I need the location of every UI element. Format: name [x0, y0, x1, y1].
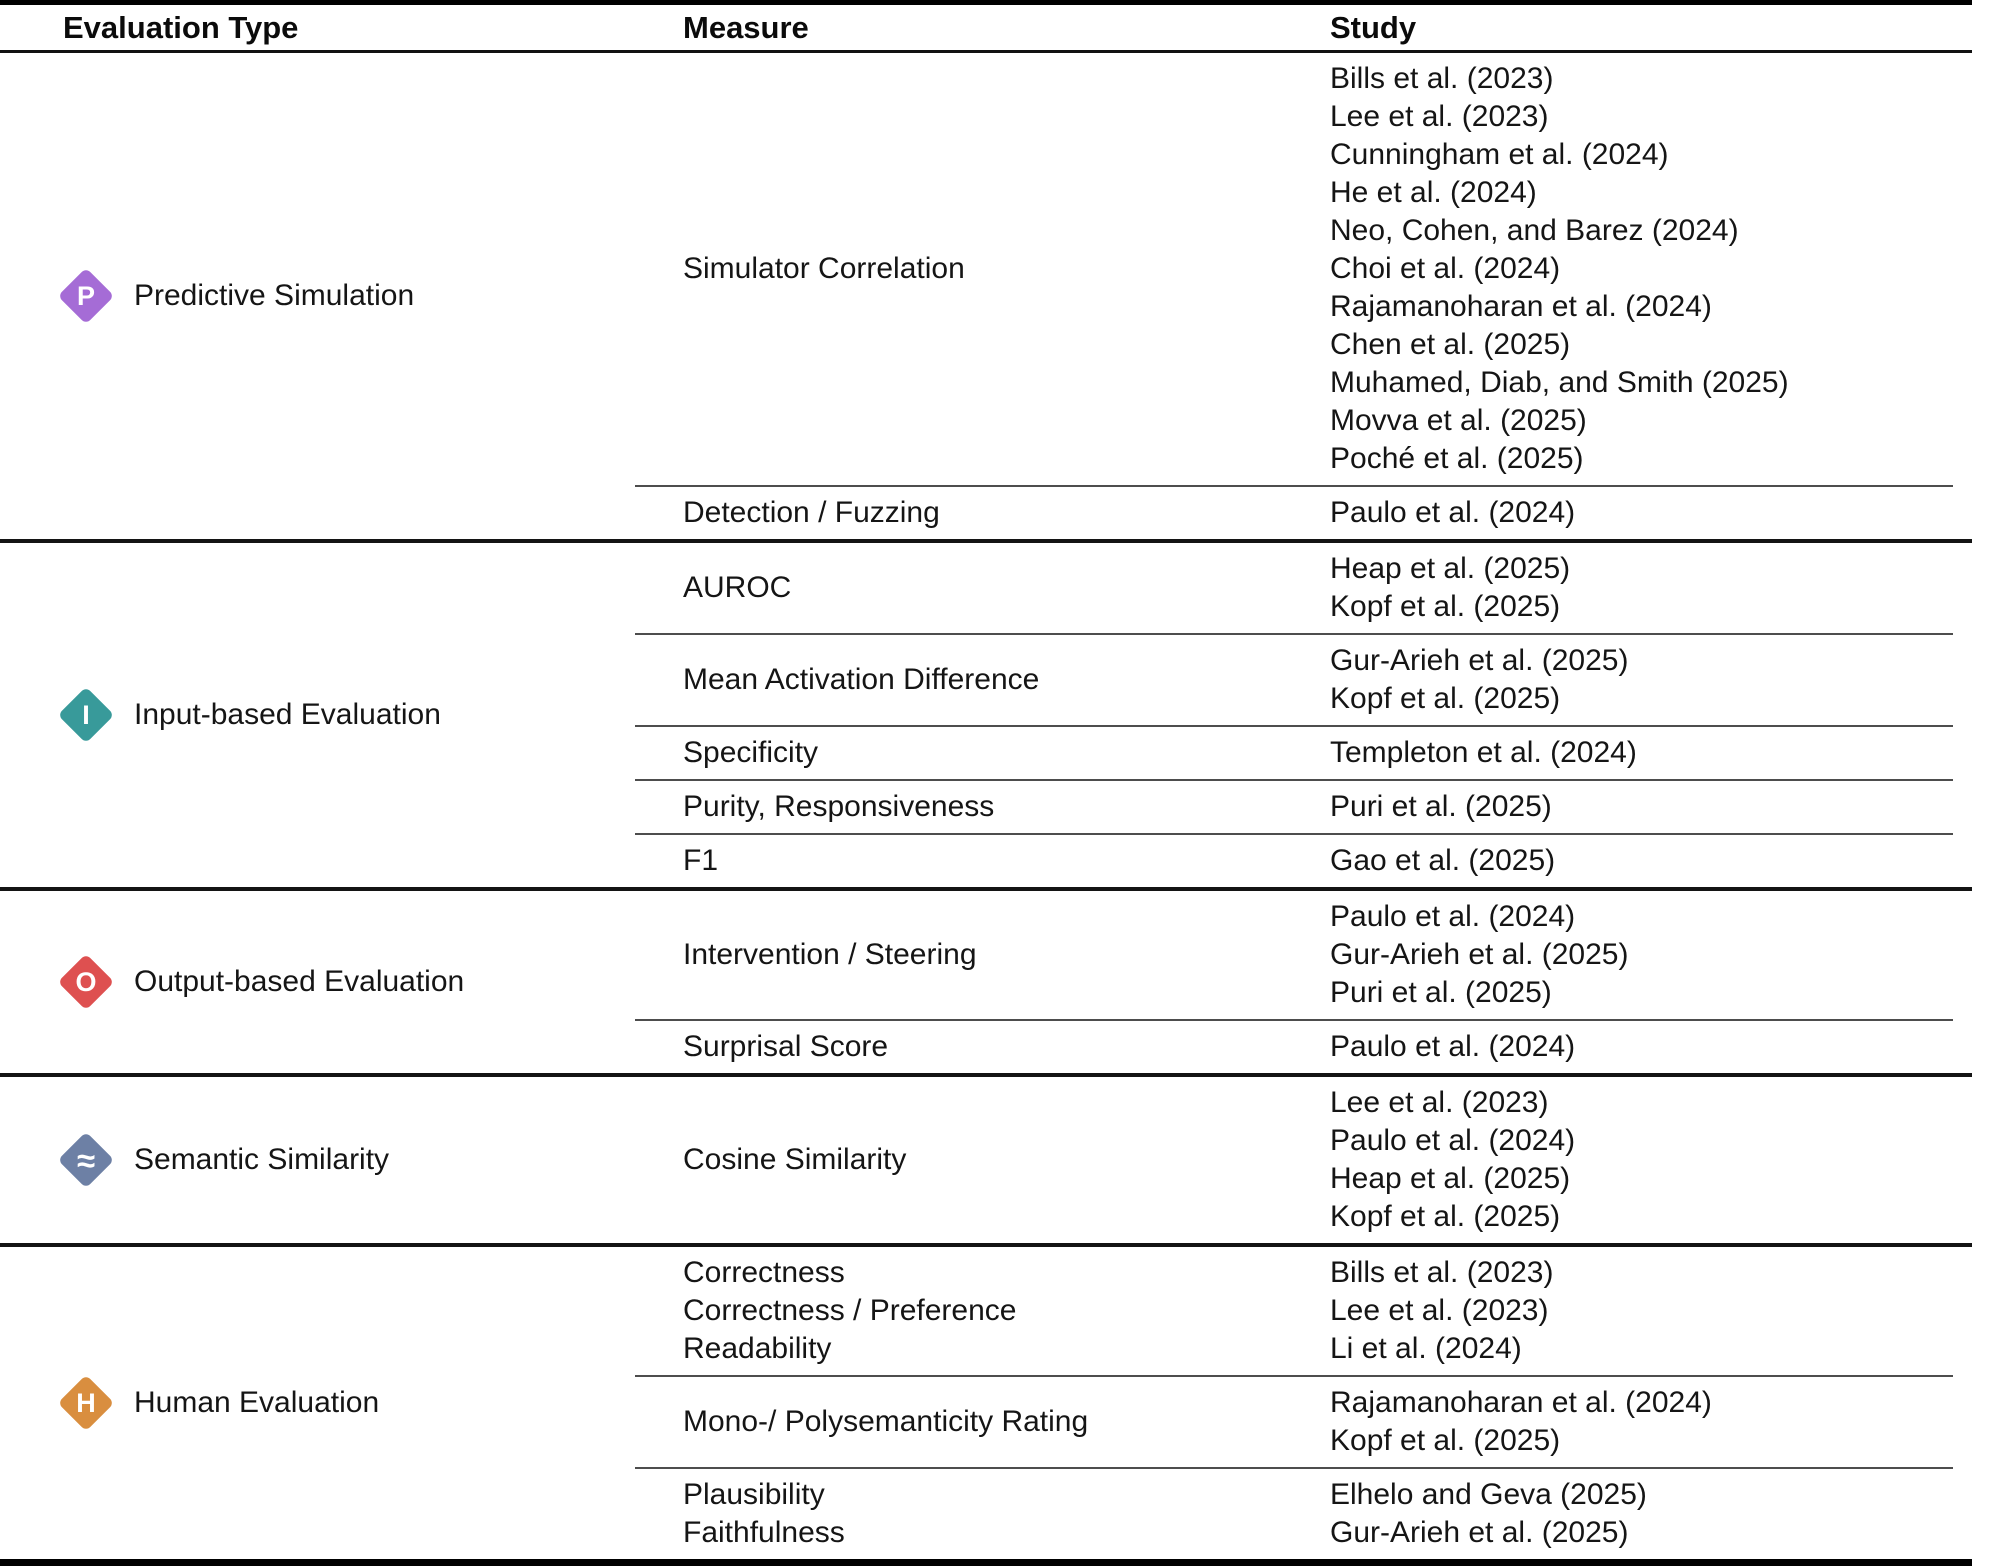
evaluation-type-cell: P Predictive Simulation [0, 53, 635, 539]
studies-cell: Paulo et al. (2024) [1330, 1030, 1576, 1063]
measure-row: Specificity Templeton et al. (2024) [635, 725, 1953, 779]
measure-row: F1 Gao et al. (2025) [635, 833, 1953, 887]
measure-cell: F1 [683, 844, 719, 877]
measure-row: Surprisal Score Paulo et al. (2024) [635, 1019, 1953, 1073]
evaluation-type-label: Human Evaluation [134, 1386, 380, 1419]
measure-rows: Simulator Correlation Bills et al. (2023… [635, 53, 1953, 539]
evaluation-type-label: Predictive Simulation [134, 279, 415, 312]
measure-row: Simulator Correlation Bills et al. (2023… [635, 53, 1953, 485]
studies-cell: Heap et al. (2025) Kopf et al. (2025) [1330, 552, 1571, 623]
evaluation-type-cell: I Input-based Evaluation [0, 543, 635, 887]
section-input-based-evaluation: I Input-based Evaluation AUROC Heap et a… [0, 539, 1972, 887]
icon-letter: H [76, 1387, 96, 1418]
studies-cell: Bills et al. (2023) Lee et al. (2023) Li… [1330, 1256, 1554, 1365]
measure-cell: Mean Activation Difference [683, 663, 1040, 696]
measure-row: Correctness Correctness / Preference Rea… [635, 1247, 1953, 1375]
measure-cell: Correctness Correctness / Preference Rea… [683, 1256, 1017, 1365]
measure-row: Purity, Responsiveness Puri et al. (2025… [635, 779, 1953, 833]
measure-rows: AUROC Heap et al. (2025) Kopf et al. (20… [635, 543, 1953, 887]
icon-letter: O [75, 966, 97, 997]
measure-cell: Purity, Responsiveness [683, 790, 995, 823]
measure-cell: Surprisal Score [683, 1030, 889, 1063]
evaluation-type-cell: H Human Evaluation [0, 1247, 635, 1559]
measure-row: Plausibility Faithfulness Elhelo and Gev… [635, 1467, 1953, 1559]
measure-rows: Correctness Correctness / Preference Rea… [635, 1247, 1953, 1559]
measure-rows: Cosine Similarity Lee et al. (2023) Paul… [635, 1077, 1953, 1243]
measure-row: Intervention / Steering Paulo et al. (20… [635, 891, 1953, 1019]
measure-row: Mean Activation Difference Gur-Arieh et … [635, 633, 1953, 725]
measure-row: Detection / Fuzzing Paulo et al. (2024) [635, 485, 1953, 539]
measure-cell: Mono-/ Polysemanticity Rating [683, 1405, 1089, 1438]
header-measure: Measure [683, 10, 809, 45]
measure-cell: Plausibility Faithfulness [683, 1478, 845, 1549]
studies-cell: Gur-Arieh et al. (2025) Kopf et al. (202… [1330, 644, 1629, 715]
measure-row: Cosine Similarity Lee et al. (2023) Paul… [635, 1077, 1953, 1243]
output-based-evaluation-icon: O [57, 953, 115, 1011]
evaluation-type-cell: O Output-based Evaluation [0, 891, 635, 1073]
input-based-evaluation-icon: I [57, 686, 115, 744]
studies-cell: Bills et al. (2023) Lee et al. (2023) Cu… [1330, 62, 1789, 475]
measure-rows: Intervention / Steering Paulo et al. (20… [635, 891, 1953, 1073]
evaluation-type-label: Output-based Evaluation [134, 965, 465, 998]
measure-row: AUROC Heap et al. (2025) Kopf et al. (20… [635, 543, 1953, 633]
measure-cell: Specificity [683, 736, 819, 769]
icon-letter: I [82, 699, 90, 730]
measure-cell: Intervention / Steering [683, 938, 977, 971]
icon-letter: ≈ [76, 1141, 96, 1179]
header-evaluation-type: Evaluation Type [63, 10, 299, 45]
predictive-simulation-icon: P [57, 267, 115, 325]
measure-cell: Simulator Correlation [683, 252, 965, 285]
studies-cell: Rajamanoharan et al. (2024) Kopf et al. … [1330, 1386, 1712, 1457]
semantic-similarity-icon: ≈ [57, 1131, 115, 1189]
studies-cell: Paulo et al. (2024) [1330, 496, 1576, 529]
section-human-evaluation: H Human Evaluation Correctness Correctne… [0, 1243, 1972, 1559]
studies-cell: Templeton et al. (2024) [1330, 736, 1637, 769]
section-output-based-evaluation: O Output-based Evaluation Intervention /… [0, 887, 1972, 1073]
studies-cell: Paulo et al. (2024) Gur-Arieh et al. (20… [1330, 900, 1629, 1009]
header-study: Study [1330, 10, 1417, 45]
human-evaluation-icon: H [57, 1374, 115, 1432]
measure-cell: Cosine Similarity [683, 1143, 907, 1176]
section-predictive-simulation: P Predictive Simulation Simulator Correl… [0, 53, 1972, 539]
table-header-row: Evaluation Type Measure Study [0, 5, 1972, 53]
studies-cell: Puri et al. (2025) [1330, 790, 1552, 823]
measure-cell: Detection / Fuzzing [683, 496, 940, 529]
measure-cell: AUROC [683, 571, 792, 604]
measure-row: Mono-/ Polysemanticity Rating Rajamanoha… [635, 1375, 1953, 1467]
icon-letter: P [76, 280, 95, 311]
studies-cell: Elhelo and Geva (2025) Gur-Arieh et al. … [1330, 1478, 1647, 1549]
studies-cell: Lee et al. (2023) Paulo et al. (2024) He… [1330, 1086, 1576, 1233]
evaluation-type-label: Input-based Evaluation [134, 698, 441, 731]
evaluation-type-cell: ≈ Semantic Similarity [0, 1077, 635, 1243]
section-semantic-similarity: ≈ Semantic Similarity Cosine Similarity … [0, 1073, 1972, 1243]
evaluation-type-label: Semantic Similarity [134, 1143, 390, 1176]
studies-cell: Gao et al. (2025) [1330, 844, 1556, 877]
